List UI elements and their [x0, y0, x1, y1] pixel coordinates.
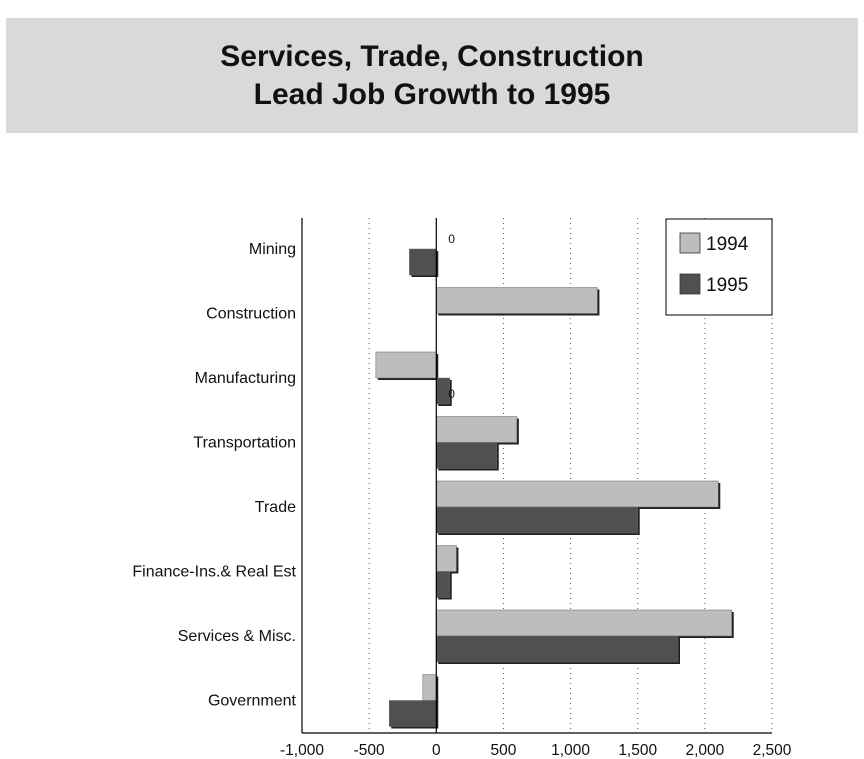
- x-tick-label: 500: [490, 742, 516, 759]
- x-tick-label: 2,000: [685, 742, 724, 759]
- axes: [301, 218, 772, 734]
- bars: [375, 248, 734, 729]
- category-label: Manufacturing: [195, 370, 296, 387]
- category-label: Trade: [255, 499, 296, 516]
- category-label: Finance-Ins.& Real Est: [132, 564, 296, 581]
- legend-swatch: [679, 232, 701, 254]
- bar-1995: [409, 248, 437, 276]
- x-tick-labels: -1,000 -500 0 500 1,000 1,500 2,000 2,500: [280, 742, 792, 759]
- bar-1994: [436, 480, 719, 508]
- bar-1994: [436, 609, 732, 637]
- category-label: Transportation: [193, 435, 296, 452]
- bar-1994: [436, 416, 518, 443]
- category-labels: Mining Construction Manufacturing Transport…: [132, 241, 296, 710]
- bar-1995: [436, 442, 497, 469]
- x-tick-label: -500: [354, 742, 385, 759]
- x-tick-label: 0: [432, 742, 441, 759]
- bar-1995: [436, 506, 638, 534]
- bar-1995: [436, 571, 450, 598]
- category-label: Government: [208, 693, 297, 710]
- data-label: 0: [448, 232, 455, 246]
- x-tick-label: 1,000: [551, 742, 590, 759]
- x-tick-label: -1,000: [280, 742, 324, 759]
- chart-title-line-1: Services, Trade, Construction: [220, 40, 644, 73]
- category-label: Services & Misc.: [178, 628, 296, 645]
- bar-1995: [436, 635, 679, 663]
- legend-swatch: [679, 273, 701, 295]
- category-label: Construction: [206, 306, 296, 323]
- bar-1995: [389, 700, 437, 727]
- bar-1994: [436, 287, 598, 314]
- x-tick-label: 2,500: [753, 742, 792, 759]
- chart-title-line-2: Lead Job Growth to 1995: [253, 78, 611, 111]
- x-tick-label: 1,500: [618, 742, 657, 759]
- category-label: Mining: [249, 241, 296, 258]
- legend: 1994 1995: [665, 218, 773, 316]
- legend-label: 1994: [706, 234, 749, 255]
- legend-label: 1995: [706, 275, 748, 296]
- bar-1994: [436, 545, 457, 572]
- bar-1994: [375, 351, 437, 379]
- data-label: 0: [448, 387, 455, 401]
- bar-1994: [422, 674, 437, 701]
- title-banner: Services, Trade, Construction Lead Job G…: [6, 18, 858, 133]
- data-labels: 00: [448, 232, 455, 401]
